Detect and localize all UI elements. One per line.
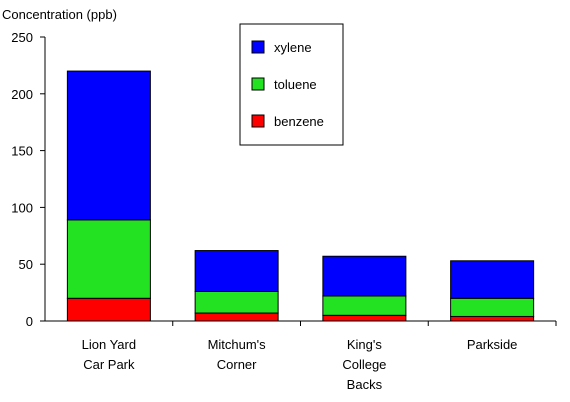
bar-segment-xylene bbox=[322, 255, 407, 297]
legend-swatch-xylene bbox=[251, 40, 265, 54]
legend-label-xylene: xylene bbox=[274, 40, 312, 55]
legend: xylene toluene benzene bbox=[239, 23, 344, 146]
legend-label-benzene: benzene bbox=[274, 114, 324, 129]
y-tick-label: 150 bbox=[11, 144, 33, 159]
legend-swatch-toluene bbox=[251, 77, 265, 91]
x-axis: Lion Yard Car Park Mitchum's Corner King's Co… bbox=[45, 320, 557, 392]
y-axis: 0 50 100 150 200 250 bbox=[11, 30, 46, 329]
y-tick-label: 0 bbox=[26, 314, 33, 329]
x-tick-label: Parkside bbox=[467, 337, 518, 352]
bar-segment-toluene bbox=[66, 219, 151, 299]
bar-segment-toluene bbox=[194, 290, 279, 314]
bars bbox=[66, 70, 535, 322]
bar-segment-benzene bbox=[194, 312, 279, 322]
y-tick-label: 100 bbox=[11, 200, 33, 215]
bar-segment-xylene bbox=[66, 70, 151, 221]
y-tick-label: 250 bbox=[11, 30, 33, 45]
bar-segment-xylene bbox=[450, 260, 535, 299]
x-tick-label: Lion Yard Car Park bbox=[82, 337, 136, 372]
y-tick-label: 200 bbox=[11, 87, 33, 102]
bar-segment-toluene bbox=[450, 297, 535, 317]
legend-swatch-benzene bbox=[251, 114, 265, 128]
x-tick-label: Mitchum's Corner bbox=[208, 337, 267, 372]
bar-segment-benzene bbox=[322, 314, 407, 322]
legend-label-toluene: toluene bbox=[274, 77, 317, 92]
bar-segment-benzene bbox=[66, 297, 151, 322]
bar-segment-benzene bbox=[450, 315, 535, 322]
bar-segment-toluene bbox=[322, 295, 407, 316]
y-axis-title: Concentration (ppb) bbox=[2, 7, 117, 22]
x-tick-label: King's College Backs bbox=[342, 337, 386, 392]
y-tick-label: 50 bbox=[19, 257, 33, 272]
bar-segment-xylene bbox=[194, 250, 279, 292]
